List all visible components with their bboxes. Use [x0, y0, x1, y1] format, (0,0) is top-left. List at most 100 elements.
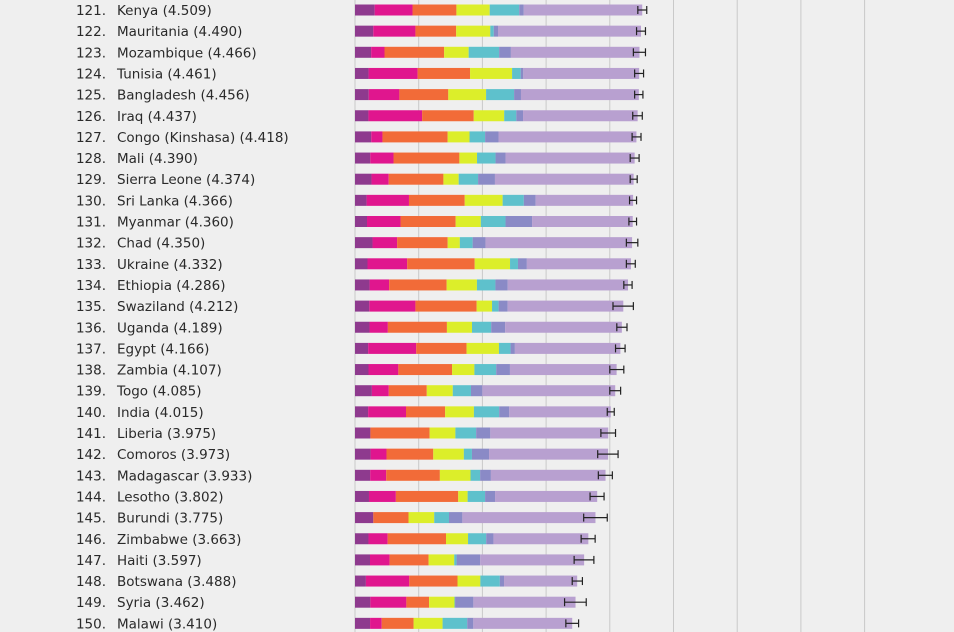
- row-rank: 126.: [76, 109, 106, 125]
- bar-segment: [355, 469, 371, 481]
- bar-row: [355, 279, 629, 291]
- error-bar: [597, 450, 619, 459]
- error-bar: [565, 619, 580, 628]
- bar-segment: [452, 364, 475, 376]
- error-bar: [600, 429, 617, 437]
- bar-segment: [369, 300, 416, 312]
- bar-segment: [462, 512, 596, 524]
- bar-segment: [473, 617, 573, 629]
- bar-segment: [523, 67, 640, 79]
- bar-segment: [498, 342, 511, 354]
- bar-segment: [509, 364, 617, 376]
- row-country-label: Botswana (3.488): [117, 574, 236, 590]
- bar-segment: [433, 448, 464, 460]
- bar-segment: [447, 131, 470, 143]
- bar-row: [355, 342, 621, 354]
- grid-lines: [354, 0, 866, 632]
- bar-row: [355, 469, 606, 481]
- bar-segment: [397, 237, 448, 249]
- bar-segment: [485, 237, 633, 249]
- bar-row: [355, 67, 640, 79]
- bar-row: [355, 216, 633, 227]
- bar-segment: [454, 554, 457, 566]
- bar-segment: [355, 25, 374, 37]
- bar-segment: [429, 596, 455, 608]
- bar-segment: [485, 131, 499, 143]
- error-bar: [635, 27, 647, 36]
- bar-segment: [454, 596, 456, 608]
- row-rank: 128.: [76, 151, 106, 167]
- bar-segment: [447, 237, 460, 249]
- error-bar: [589, 492, 605, 501]
- bar-segment: [455, 216, 481, 227]
- bar-row: [355, 300, 624, 312]
- row-rank: 135.: [76, 299, 106, 315]
- bar-segment: [367, 216, 401, 227]
- bar-segment: [395, 490, 459, 502]
- row-rank: 148.: [76, 574, 106, 590]
- error-bar: [612, 302, 634, 311]
- bar-segment: [381, 617, 414, 629]
- row-rank: 132.: [76, 236, 106, 252]
- bar-segment: [412, 4, 457, 16]
- bar-segment: [355, 173, 372, 185]
- bar-segment: [355, 342, 369, 354]
- bar-segment: [467, 617, 474, 629]
- bar-segment: [445, 533, 469, 545]
- bar-segment: [514, 89, 521, 101]
- bar-segment: [370, 554, 390, 566]
- bar-segment: [467, 490, 486, 502]
- bar-segment: [507, 279, 629, 291]
- bar-segment: [485, 490, 496, 502]
- row-country-label: Haiti (3.597): [117, 553, 202, 569]
- bar-segment: [469, 131, 486, 143]
- bar-segment: [476, 279, 496, 291]
- row-rank: 130.: [76, 193, 106, 209]
- row-rank: 147.: [76, 553, 106, 569]
- bar-segment: [535, 194, 634, 206]
- bar-segment: [407, 258, 475, 270]
- error-bar: [628, 217, 638, 226]
- row-country-label: Bangladesh (4.456): [117, 88, 250, 104]
- bar-segment: [355, 427, 371, 439]
- error-bar: [563, 598, 587, 607]
- bar-segment: [526, 258, 631, 270]
- error-bar: [625, 259, 636, 268]
- bar-segment: [477, 152, 496, 164]
- bar-segment: [480, 575, 500, 587]
- bar-segment: [512, 67, 521, 79]
- row-country-label: Myanmar (4.360): [117, 215, 234, 231]
- bar-row: [355, 427, 609, 439]
- row-rank: 150.: [76, 616, 106, 632]
- error-bar: [573, 555, 595, 564]
- bar-segment: [415, 300, 477, 312]
- bar-segment: [355, 533, 369, 545]
- bar-row: [355, 194, 634, 206]
- error-bar: [631, 132, 642, 141]
- row-country-label: Mali (4.390): [117, 151, 198, 167]
- bar-row: [355, 173, 634, 185]
- bar-segment: [459, 237, 473, 249]
- row-country-label: Sri Lanka (4.366): [117, 193, 233, 209]
- row-country-label: Mauritania (4.490): [117, 24, 242, 40]
- bar-segment: [463, 448, 472, 460]
- error-bar: [609, 386, 622, 395]
- bar-segment: [444, 46, 469, 58]
- bar-segment: [355, 194, 367, 206]
- bar-segment: [398, 364, 453, 376]
- bar-segment: [493, 533, 589, 545]
- row-country-label: Congo (Kinshasa) (4.418): [117, 130, 289, 146]
- row-rank: 143.: [76, 468, 106, 484]
- bar-segment: [366, 194, 409, 206]
- row-country-label: Burundi (3.775): [117, 511, 223, 527]
- error-bar: [606, 407, 615, 416]
- error-bar: [634, 90, 644, 99]
- bar-segment: [446, 321, 472, 333]
- bar-row: [355, 25, 642, 37]
- bar-segment: [489, 448, 609, 460]
- bar-segment: [455, 596, 474, 608]
- bar-segment: [382, 131, 448, 143]
- bar-segment: [405, 406, 446, 418]
- bar-segment: [355, 152, 371, 164]
